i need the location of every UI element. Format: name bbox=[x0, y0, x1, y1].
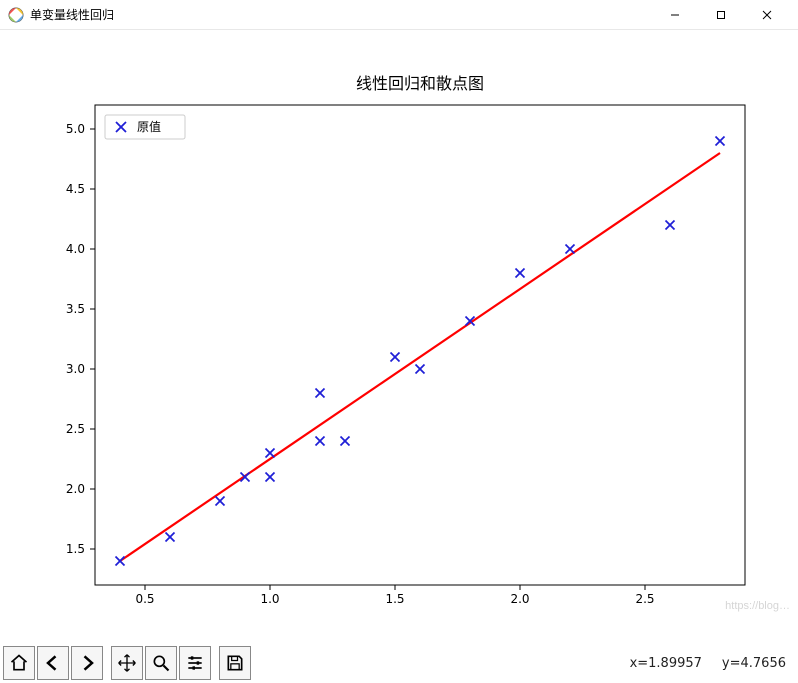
save-button[interactable] bbox=[219, 646, 251, 680]
close-button[interactable] bbox=[744, 0, 790, 30]
app-icon bbox=[8, 7, 24, 23]
xtick-label: 1.0 bbox=[260, 592, 279, 606]
chart-title: 线性回归和散点图 bbox=[356, 75, 484, 93]
maximize-button[interactable] bbox=[698, 0, 744, 30]
zoom-button[interactable] bbox=[145, 646, 177, 680]
window-title: 单变量线性回归 bbox=[30, 6, 652, 23]
coord-y: y=4.7656 bbox=[722, 656, 786, 671]
pan-button[interactable] bbox=[111, 646, 143, 680]
ytick-label: 2.5 bbox=[66, 422, 85, 436]
plot-area: 0.5 1.0 1.5 2.0 2.5 1.5 2.0 2.5 3.0 3.5 4.0 4.5 5.0 线… bbox=[0, 30, 798, 640]
back-button[interactable] bbox=[37, 646, 69, 680]
forward-button[interactable] bbox=[71, 646, 103, 680]
ytick-label: 2.0 bbox=[66, 482, 85, 496]
legend-label: 原值 bbox=[137, 119, 161, 134]
ytick-label: 4.5 bbox=[66, 182, 85, 196]
home-button[interactable] bbox=[3, 646, 35, 680]
ytick-label: 3.5 bbox=[66, 302, 85, 316]
ytick-label: 1.5 bbox=[66, 542, 85, 556]
configure-button[interactable] bbox=[179, 646, 211, 680]
window-titlebar: 单变量线性回归 bbox=[0, 0, 798, 30]
matplotlib-toolbar: x=1.89957 y=4.7656 bbox=[0, 643, 798, 683]
ytick-label: 3.0 bbox=[66, 362, 85, 376]
minimize-button[interactable] bbox=[652, 0, 698, 30]
coord-x: x=1.89957 bbox=[630, 656, 702, 671]
xtick-label: 2.0 bbox=[510, 592, 529, 606]
xtick-label: 0.5 bbox=[135, 592, 154, 606]
coordinate-readout: x=1.89957 y=4.7656 bbox=[630, 656, 796, 671]
window-controls bbox=[652, 0, 790, 30]
ytick-label: 5.0 bbox=[66, 122, 85, 136]
chart-svg: 0.5 1.0 1.5 2.0 2.5 1.5 2.0 2.5 3.0 3.5 4.0 4.5 5.0 线… bbox=[0, 30, 798, 640]
ytick-label: 4.0 bbox=[66, 242, 85, 256]
xtick-label: 1.5 bbox=[385, 592, 404, 606]
xtick-label: 2.5 bbox=[635, 592, 654, 606]
